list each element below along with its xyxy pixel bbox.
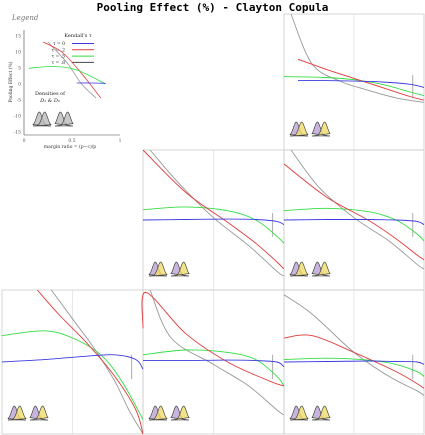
legend-ytick: -10 bbox=[14, 114, 21, 120]
series-line bbox=[149, 289, 285, 416]
plot-r1c3 bbox=[283, 13, 425, 137]
series-line bbox=[141, 291, 285, 387]
series-line bbox=[142, 349, 285, 387]
plot-r3c3 bbox=[283, 294, 425, 421]
densities-r1c3 bbox=[289, 121, 331, 137]
series-line bbox=[290, 149, 425, 270]
legend-densities-line1: Densities of bbox=[35, 91, 66, 97]
legend-label: Legend bbox=[11, 14, 39, 22]
legend-sample-curve bbox=[28, 66, 106, 85]
legend-xtick: 1 bbox=[119, 138, 122, 144]
legend-xlabel: margin ratio = (p−c)/p bbox=[44, 143, 96, 150]
legend-entry-label: τ = .5 bbox=[52, 54, 66, 60]
legend-xtick: 0 bbox=[23, 138, 26, 144]
legend-sample-curve bbox=[43, 41, 102, 99]
legend-entry-label: τ = .2 bbox=[52, 47, 66, 53]
legend-entry-label: τ = .8 bbox=[52, 60, 66, 66]
densities-r3c1 bbox=[7, 405, 49, 421]
series-line bbox=[297, 58, 425, 101]
plot-r3c2 bbox=[141, 289, 285, 421]
legend-entry-label: τ = 0 bbox=[53, 41, 65, 47]
legend-ytick: -15 bbox=[14, 130, 21, 136]
legend-densities-line2: D₁ & D₂ bbox=[39, 98, 60, 104]
series-line bbox=[36, 289, 144, 435]
series-line bbox=[149, 149, 285, 277]
series-line bbox=[283, 357, 425, 377]
series-line bbox=[283, 163, 425, 261]
series-line bbox=[290, 13, 425, 103]
series-line bbox=[298, 80, 425, 88]
plot-r2c3 bbox=[283, 149, 425, 277]
series-line bbox=[283, 334, 425, 389]
series-line bbox=[1, 330, 144, 420]
legend-density-glyph bbox=[32, 111, 74, 127]
series-line bbox=[142, 149, 285, 270]
plot-r2c2 bbox=[142, 149, 285, 277]
legend-xtick: 0.5 bbox=[68, 138, 75, 144]
legend-ytick: 15 bbox=[15, 34, 21, 40]
densities-r3c2 bbox=[148, 405, 190, 421]
legend-heading: Kendall's τ bbox=[64, 33, 92, 39]
series-line bbox=[142, 359, 285, 368]
densities-r3c3 bbox=[289, 405, 331, 421]
legend-sample-curve bbox=[47, 41, 97, 99]
series-line bbox=[283, 294, 425, 396]
series-line bbox=[142, 218, 285, 226]
series-line bbox=[283, 360, 425, 365]
legend-ytick: 10 bbox=[15, 50, 21, 56]
series-line bbox=[1, 354, 144, 370]
legend-ytick: 0 bbox=[18, 82, 21, 88]
figure-title: Pooling Effect (%) - Clayton Copula bbox=[96, 1, 329, 14]
series-line bbox=[142, 206, 285, 244]
legend-ylabel: Pooling Effect (%) bbox=[7, 61, 14, 102]
series-line bbox=[283, 207, 425, 242]
densities-r2c2 bbox=[148, 261, 190, 277]
series-line bbox=[283, 219, 425, 226]
densities-r2c3 bbox=[289, 261, 331, 277]
legend-ytick: 5 bbox=[18, 66, 21, 72]
legend-ytick: -5 bbox=[17, 98, 22, 104]
series-line bbox=[50, 289, 144, 435]
plot-r3c1 bbox=[1, 289, 144, 435]
